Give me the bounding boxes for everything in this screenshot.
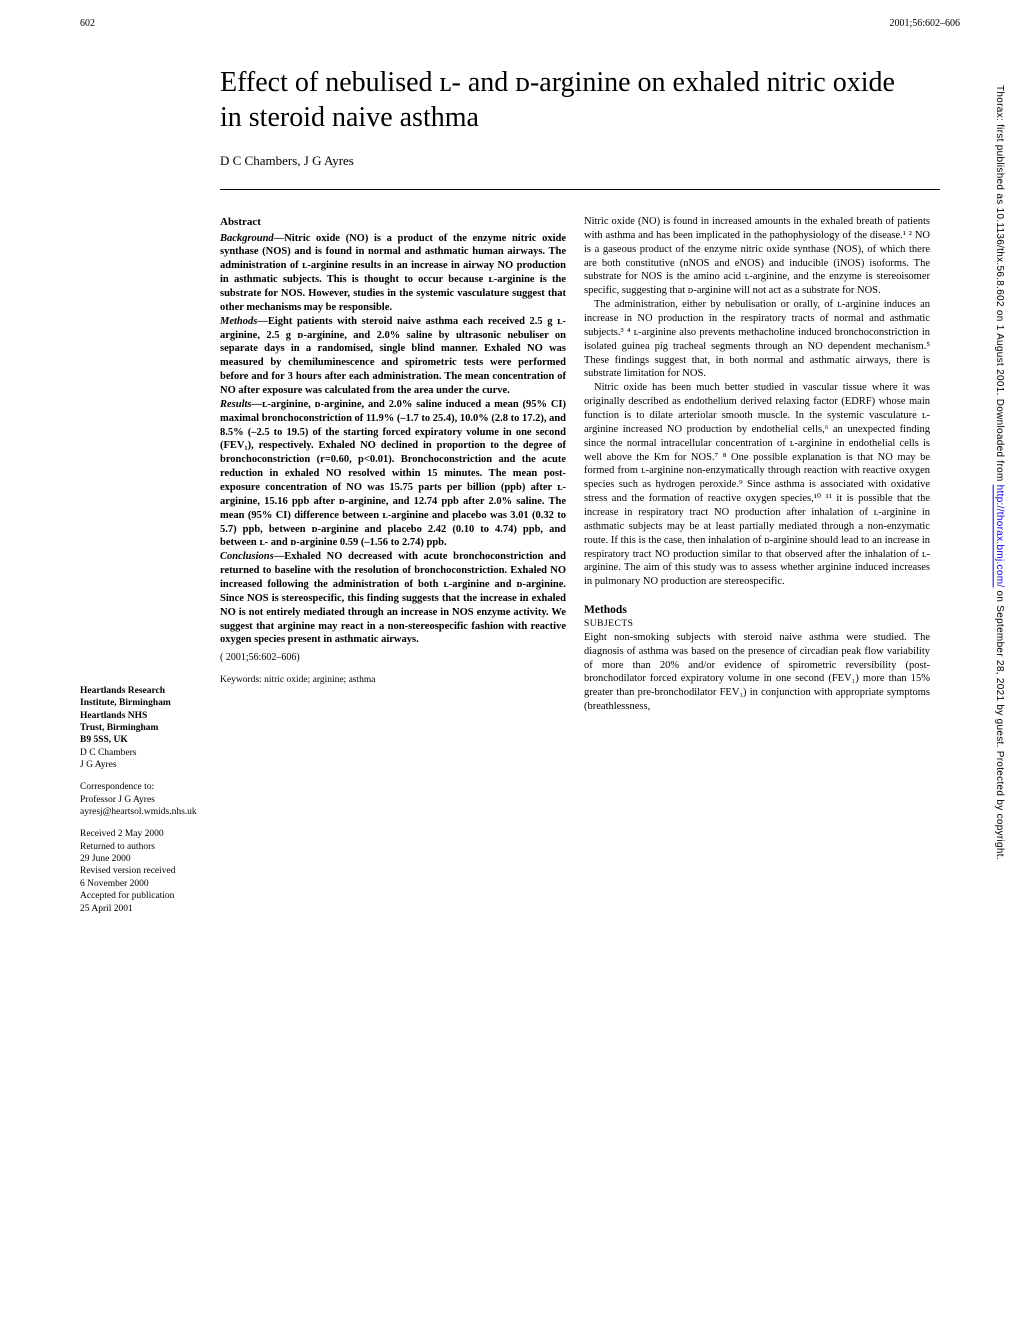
page-number: 602	[80, 18, 95, 29]
date-line: 6 November 2000	[80, 878, 205, 890]
vertical-citation-link[interactable]: http://thorax.bmj.com/	[994, 485, 1005, 588]
vertical-citation-post: on September 28, 2021 by guest. Protecte…	[994, 587, 1005, 860]
affiliation-line: Heartlands Research	[80, 685, 205, 697]
affiliation-line: J G Ayres	[80, 759, 205, 771]
date-line: Returned to authors	[80, 841, 205, 853]
affiliation-line: D C Chambers	[80, 747, 205, 759]
correspondence-line: Professor J G Ayres	[80, 794, 205, 806]
authors: D C Chambers, J G Ayres	[220, 153, 980, 169]
citation-bottom: ( 2001;56:602–606)	[220, 651, 566, 664]
vertical-citation: Thorax: first published as 10.1136/thx.5…	[994, 85, 1005, 860]
body-paragraph: The administration, either by nebulisati…	[584, 298, 930, 381]
abstract-background: Background—Nitric oxide (NO) is a produc…	[220, 232, 566, 315]
body-paragraph: Nitric oxide has been much better studie…	[584, 381, 930, 589]
correspondence-line: ayresj@heartsol.wmids.nhs.uk	[80, 806, 205, 818]
methods-heading: Methods	[584, 603, 930, 618]
citation-header: 2001;56:602–606	[889, 18, 960, 29]
subjects-text: Eight non-smoking subjects with steroid …	[584, 631, 930, 714]
divider	[220, 189, 940, 190]
affiliation: Heartlands Research Institute, Birmingha…	[80, 685, 205, 771]
methods-text: —Eight patients with steroid naive asthm…	[220, 316, 566, 396]
date-line: 29 June 2000	[80, 853, 205, 865]
date-line: Revised version received	[80, 865, 205, 877]
affiliation-line: Heartlands NHS	[80, 710, 205, 722]
abstract-conclusions: Conclusions—Exhaled NO decreased with ac…	[220, 550, 566, 647]
body-paragraph: Nitric oxide (NO) is found in increased …	[584, 215, 930, 298]
column-right: Nitric oxide (NO) is found in increased …	[584, 215, 930, 915]
sidebar: Heartlands Research Institute, Birmingha…	[80, 215, 220, 915]
results-text: —ʟ-arginine, ᴅ-arginine, and 2.0% saline…	[220, 399, 566, 549]
conclusions-text: —Exhaled NO decreased with acute broncho…	[220, 551, 566, 645]
vertical-citation-pre: Thorax: first published as 10.1136/thx.5…	[994, 85, 1005, 485]
affiliation-line: B9 5SS, UK	[80, 734, 205, 746]
article-title: Effect of nebulised ʟ- and ᴅ-arginine on…	[220, 65, 920, 135]
date-line: Accepted for publication	[80, 890, 205, 902]
correspondence-line: Correspondence to:	[80, 781, 205, 793]
abstract-heading: Abstract	[220, 215, 566, 230]
affiliation-line: Institute, Birmingham	[80, 697, 205, 709]
date-line: Received 2 May 2000	[80, 828, 205, 840]
dates: Received 2 May 2000 Returned to authors …	[80, 828, 205, 914]
affiliation-line: Trust, Birmingham	[80, 722, 205, 734]
subjects-heading: SUBJECTS	[584, 618, 930, 631]
correspondence: Correspondence to: Professor J G Ayres a…	[80, 781, 205, 818]
keywords: Keywords: nitric oxide; arginine; asthma	[220, 674, 566, 687]
content-area: Heartlands Research Institute, Birmingha…	[80, 215, 980, 915]
abstract-results: Results—ʟ-arginine, ᴅ-arginine, and 2.0%…	[220, 398, 566, 550]
background-text: —Nitric oxide (NO) is a product of the e…	[220, 233, 566, 313]
date-line: 25 April 2001	[80, 903, 205, 915]
abstract-methods: Methods—Eight patients with steroid naiv…	[220, 315, 566, 398]
column-left: Abstract Background—Nitric oxide (NO) is…	[220, 215, 566, 915]
main-columns: Abstract Background—Nitric oxide (NO) is…	[220, 215, 930, 915]
